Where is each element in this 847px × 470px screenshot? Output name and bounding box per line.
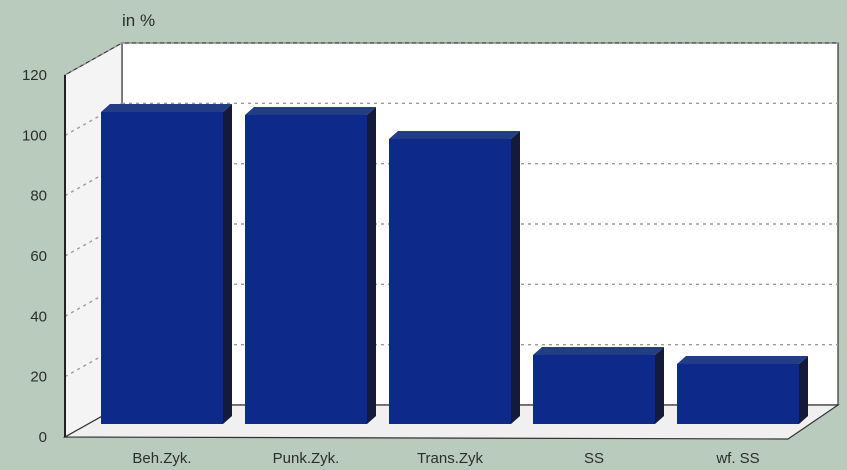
bar-front — [389, 139, 511, 424]
bar-side — [655, 347, 664, 424]
y-tick-label: 80 — [30, 188, 47, 205]
x-tick-label: SS — [584, 450, 604, 467]
bar-front — [677, 364, 799, 424]
bar-side — [799, 356, 808, 424]
bar-front — [101, 112, 223, 424]
y-tick-label: 100 — [22, 127, 47, 144]
y-tick-label: 40 — [30, 308, 47, 325]
y-tick-label: 120 — [22, 67, 47, 84]
plot-area — [62, 41, 840, 440]
bar-side — [511, 131, 520, 424]
bar — [101, 104, 232, 424]
x-tick-label: Beh.Zyk. — [132, 450, 191, 467]
bar-side — [367, 107, 376, 424]
bar-top — [245, 107, 376, 115]
x-tick-label: wf. SS — [715, 450, 759, 467]
x-tick-label: Punk.Zyk. — [273, 450, 340, 467]
bar — [677, 356, 808, 424]
bar — [389, 131, 520, 424]
y-axis-unit-label: in % — [122, 11, 155, 30]
bar — [245, 107, 376, 424]
bar-front — [533, 355, 655, 424]
bar-top — [533, 347, 664, 355]
y-tick-label: 0 — [39, 429, 47, 446]
y-tick-label: 20 — [30, 369, 47, 386]
bar-top — [677, 356, 808, 364]
bar-top — [389, 131, 520, 139]
x-tick-label: Trans.Zyk — [417, 450, 484, 467]
bar-side — [223, 104, 232, 424]
bar — [533, 347, 664, 424]
y-tick-label: 60 — [30, 248, 47, 265]
bar-top — [101, 104, 232, 112]
bar-front — [245, 115, 367, 424]
